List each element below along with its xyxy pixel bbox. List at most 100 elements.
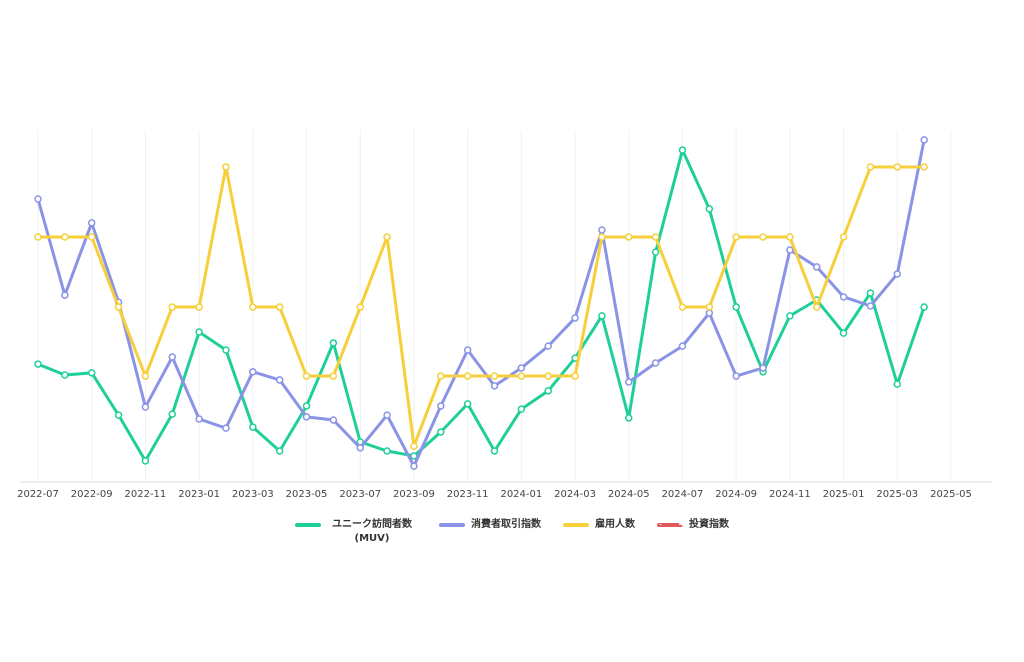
data-point	[275, 447, 284, 455]
data-point	[195, 415, 203, 423]
data-point	[141, 372, 150, 380]
data-point	[141, 403, 150, 411]
data-point	[866, 163, 875, 171]
data-point	[490, 382, 499, 390]
data-point	[839, 233, 848, 241]
data-point	[866, 302, 875, 310]
data-point	[34, 195, 42, 203]
data-point	[732, 303, 740, 311]
legend-label: 消費者取引指数	[471, 519, 541, 530]
data-point	[812, 303, 821, 311]
legend-label: 投資指数	[689, 519, 729, 530]
data-point	[222, 424, 230, 432]
legend-swatch	[657, 518, 683, 532]
data-point	[705, 303, 714, 311]
x-tick-label: 2024-09	[715, 489, 757, 500]
data-point	[920, 136, 928, 144]
data-point	[571, 314, 579, 322]
data-point	[920, 163, 928, 171]
data-point	[141, 457, 150, 465]
data-point	[195, 328, 203, 336]
data-point	[195, 303, 203, 311]
data-point	[571, 372, 579, 380]
legend-item[interactable]: 投資指数	[657, 518, 729, 532]
x-tick-label: 2022-07	[17, 489, 59, 500]
data-point	[517, 372, 526, 380]
data-point	[222, 346, 230, 354]
data-point	[61, 233, 69, 241]
data-point	[437, 402, 445, 410]
data-point	[732, 372, 740, 380]
data-point	[463, 400, 472, 408]
data-point	[651, 359, 660, 367]
data-point	[114, 303, 123, 311]
data-point	[839, 293, 848, 301]
series-line	[38, 165, 925, 448]
data-point	[275, 303, 284, 311]
data-point	[786, 233, 794, 241]
data-point	[34, 233, 42, 241]
data-point	[249, 368, 257, 376]
legend-item[interactable]: 消費者取引指数	[439, 518, 541, 532]
data-point	[920, 303, 928, 311]
data-point	[329, 416, 338, 424]
data-point	[410, 462, 418, 470]
data-point	[87, 219, 96, 227]
data-point	[114, 411, 123, 419]
data-point	[517, 405, 526, 413]
data-point	[168, 353, 177, 361]
data-point	[168, 410, 177, 418]
data-point	[302, 402, 311, 410]
x-tick-label: 2025-01	[823, 489, 865, 500]
x-tick-label: 2024-01	[500, 489, 542, 500]
data-point	[598, 226, 606, 234]
x-tick-label: 2023-03	[232, 489, 274, 500]
data-point	[812, 263, 821, 271]
data-point	[544, 372, 552, 380]
data-point	[893, 380, 902, 388]
data-point	[490, 372, 499, 380]
data-point	[678, 146, 687, 154]
x-tick-label: 2024-05	[608, 489, 650, 500]
data-point	[383, 411, 391, 419]
x-tick-label: 2025-05	[930, 489, 972, 500]
data-point	[490, 447, 499, 455]
data-point	[383, 233, 391, 241]
legend-item[interactable]: 雇用人数	[563, 518, 635, 532]
data-point	[598, 312, 606, 320]
data-point	[705, 309, 714, 317]
data-point	[249, 303, 257, 311]
x-tick-label: 2022-11	[125, 489, 167, 500]
legend-swatch	[295, 518, 321, 532]
series-line	[36, 139, 926, 468]
data-point	[437, 428, 445, 436]
data-point	[625, 233, 633, 241]
data-point	[866, 289, 875, 297]
data-point	[275, 376, 284, 384]
x-tick-label: 2023-01	[178, 489, 220, 500]
data-point	[168, 303, 177, 311]
data-point	[839, 329, 848, 337]
data-point	[651, 233, 660, 241]
data-point	[356, 444, 364, 452]
data-point	[544, 342, 552, 350]
data-point	[786, 312, 794, 320]
x-tick-label: 2024-11	[769, 489, 811, 500]
data-point	[437, 372, 445, 380]
data-point	[705, 205, 714, 213]
data-point	[463, 372, 472, 380]
x-tick-label: 2024-03	[554, 489, 596, 500]
data-point	[249, 423, 257, 431]
legend-swatch	[439, 518, 465, 532]
legend: ユニーク訪問者数 (MUV) 消費者取引指数 雇用人数 投資指数	[0, 518, 1024, 546]
data-point	[329, 372, 338, 380]
legend-item[interactable]: ユニーク訪問者数 (MUV)	[295, 518, 417, 546]
data-point	[302, 372, 311, 380]
data-point	[222, 163, 230, 171]
x-tick-label: 2023-09	[393, 489, 435, 500]
x-tick-label: 2022-09	[71, 489, 113, 500]
legend-swatch	[563, 518, 589, 532]
data-point	[356, 303, 364, 311]
